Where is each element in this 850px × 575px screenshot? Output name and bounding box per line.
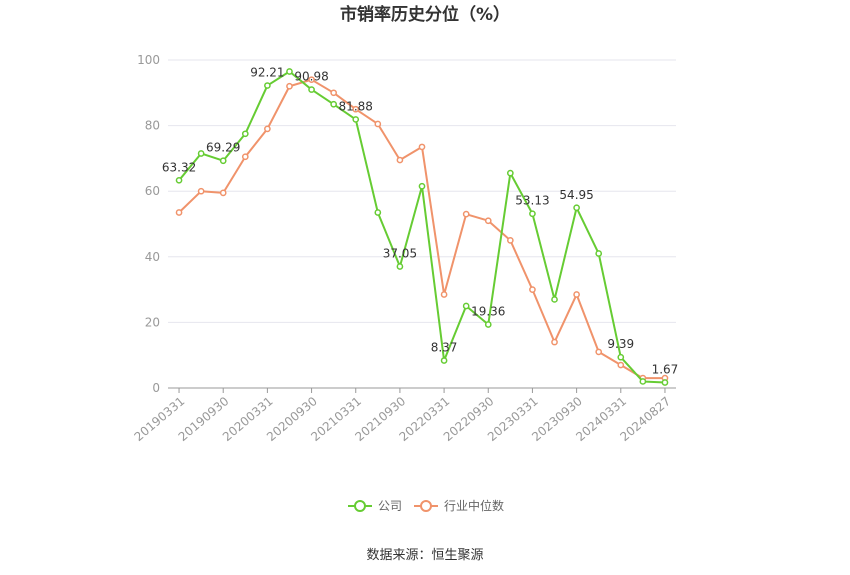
data-point — [595, 250, 603, 257]
data-point — [506, 169, 514, 177]
data-point — [197, 187, 205, 195]
data-point — [529, 286, 536, 293]
data-label: 19.36 — [471, 304, 505, 318]
data-point — [440, 291, 448, 298]
source-note: 数据来源：恒生聚源 — [366, 548, 483, 563]
data-point — [418, 182, 426, 190]
series-layer — [175, 68, 669, 386]
data-point — [286, 82, 293, 90]
data-point — [529, 210, 536, 218]
data-point — [484, 321, 492, 328]
legend-marker — [420, 500, 432, 512]
data-point — [219, 157, 227, 165]
series-0 — [175, 68, 669, 386]
y-tick-label: 80 — [145, 119, 160, 133]
series-1 — [175, 76, 669, 382]
data-point — [462, 302, 470, 310]
data-point — [396, 263, 404, 270]
data-point — [197, 150, 205, 157]
data-point — [396, 156, 404, 164]
data-point — [175, 176, 183, 184]
legend-label: 公司 — [378, 499, 402, 513]
data-label: 69.29 — [206, 141, 240, 155]
data-point — [308, 86, 315, 93]
y-tick-label: 40 — [145, 250, 160, 264]
data-point — [484, 217, 492, 225]
data-point — [219, 189, 227, 197]
data-point — [595, 348, 603, 356]
data-point — [374, 120, 382, 128]
legend-marker — [354, 500, 366, 512]
data-point — [462, 210, 470, 218]
data-point — [551, 296, 558, 303]
data-label: 81.88 — [339, 99, 373, 113]
data-label: 1.67 — [652, 363, 679, 377]
data-point — [617, 361, 625, 369]
data-point — [241, 153, 249, 161]
data-point — [286, 68, 293, 75]
data-point — [264, 82, 271, 89]
data-point — [617, 353, 625, 361]
data-point — [573, 291, 580, 298]
data-point — [175, 209, 183, 216]
data-point — [352, 116, 360, 123]
data-point — [573, 204, 580, 212]
series-line — [178, 78, 665, 380]
data-point — [418, 143, 426, 151]
data-label: 8.37 — [431, 341, 458, 355]
y-tick-label: 60 — [145, 184, 160, 198]
data-point — [330, 89, 338, 97]
data-point — [440, 357, 448, 364]
legend-item-1[interactable]: 行业中位数 — [414, 498, 504, 513]
data-label: 63.32 — [162, 160, 196, 174]
data-labels: 63.32 69.29 92.21 90.98 81.88 37.05 8.37 19.36 5… — [162, 66, 678, 377]
data-point — [374, 209, 382, 216]
data-point — [551, 338, 558, 346]
data-label: 54.95 — [559, 188, 593, 202]
data-point — [330, 100, 338, 108]
chart-title: 市销率历史分位（%） — [340, 4, 510, 25]
data-point — [308, 76, 315, 84]
legend: 公司 行业中位数 — [348, 498, 504, 513]
data-label: 53.13 — [515, 194, 549, 208]
data-point — [264, 125, 271, 133]
data-point — [352, 105, 360, 113]
data-point — [639, 378, 647, 385]
legend-label: 行业中位数 — [444, 498, 504, 513]
data-point — [506, 237, 514, 244]
data-label: 90.98 — [294, 70, 328, 84]
data-point — [661, 379, 669, 386]
y-tick-label: 100 — [137, 53, 160, 67]
data-label: 9.39 — [607, 337, 634, 351]
y-tick-label: 20 — [145, 315, 160, 329]
legend-item-0[interactable]: 公司 — [348, 499, 402, 513]
data-point — [241, 130, 249, 138]
y-tick-label: 0 — [152, 381, 160, 395]
data-label: 37.05 — [383, 246, 417, 260]
data-label: 92.21 — [250, 66, 284, 80]
